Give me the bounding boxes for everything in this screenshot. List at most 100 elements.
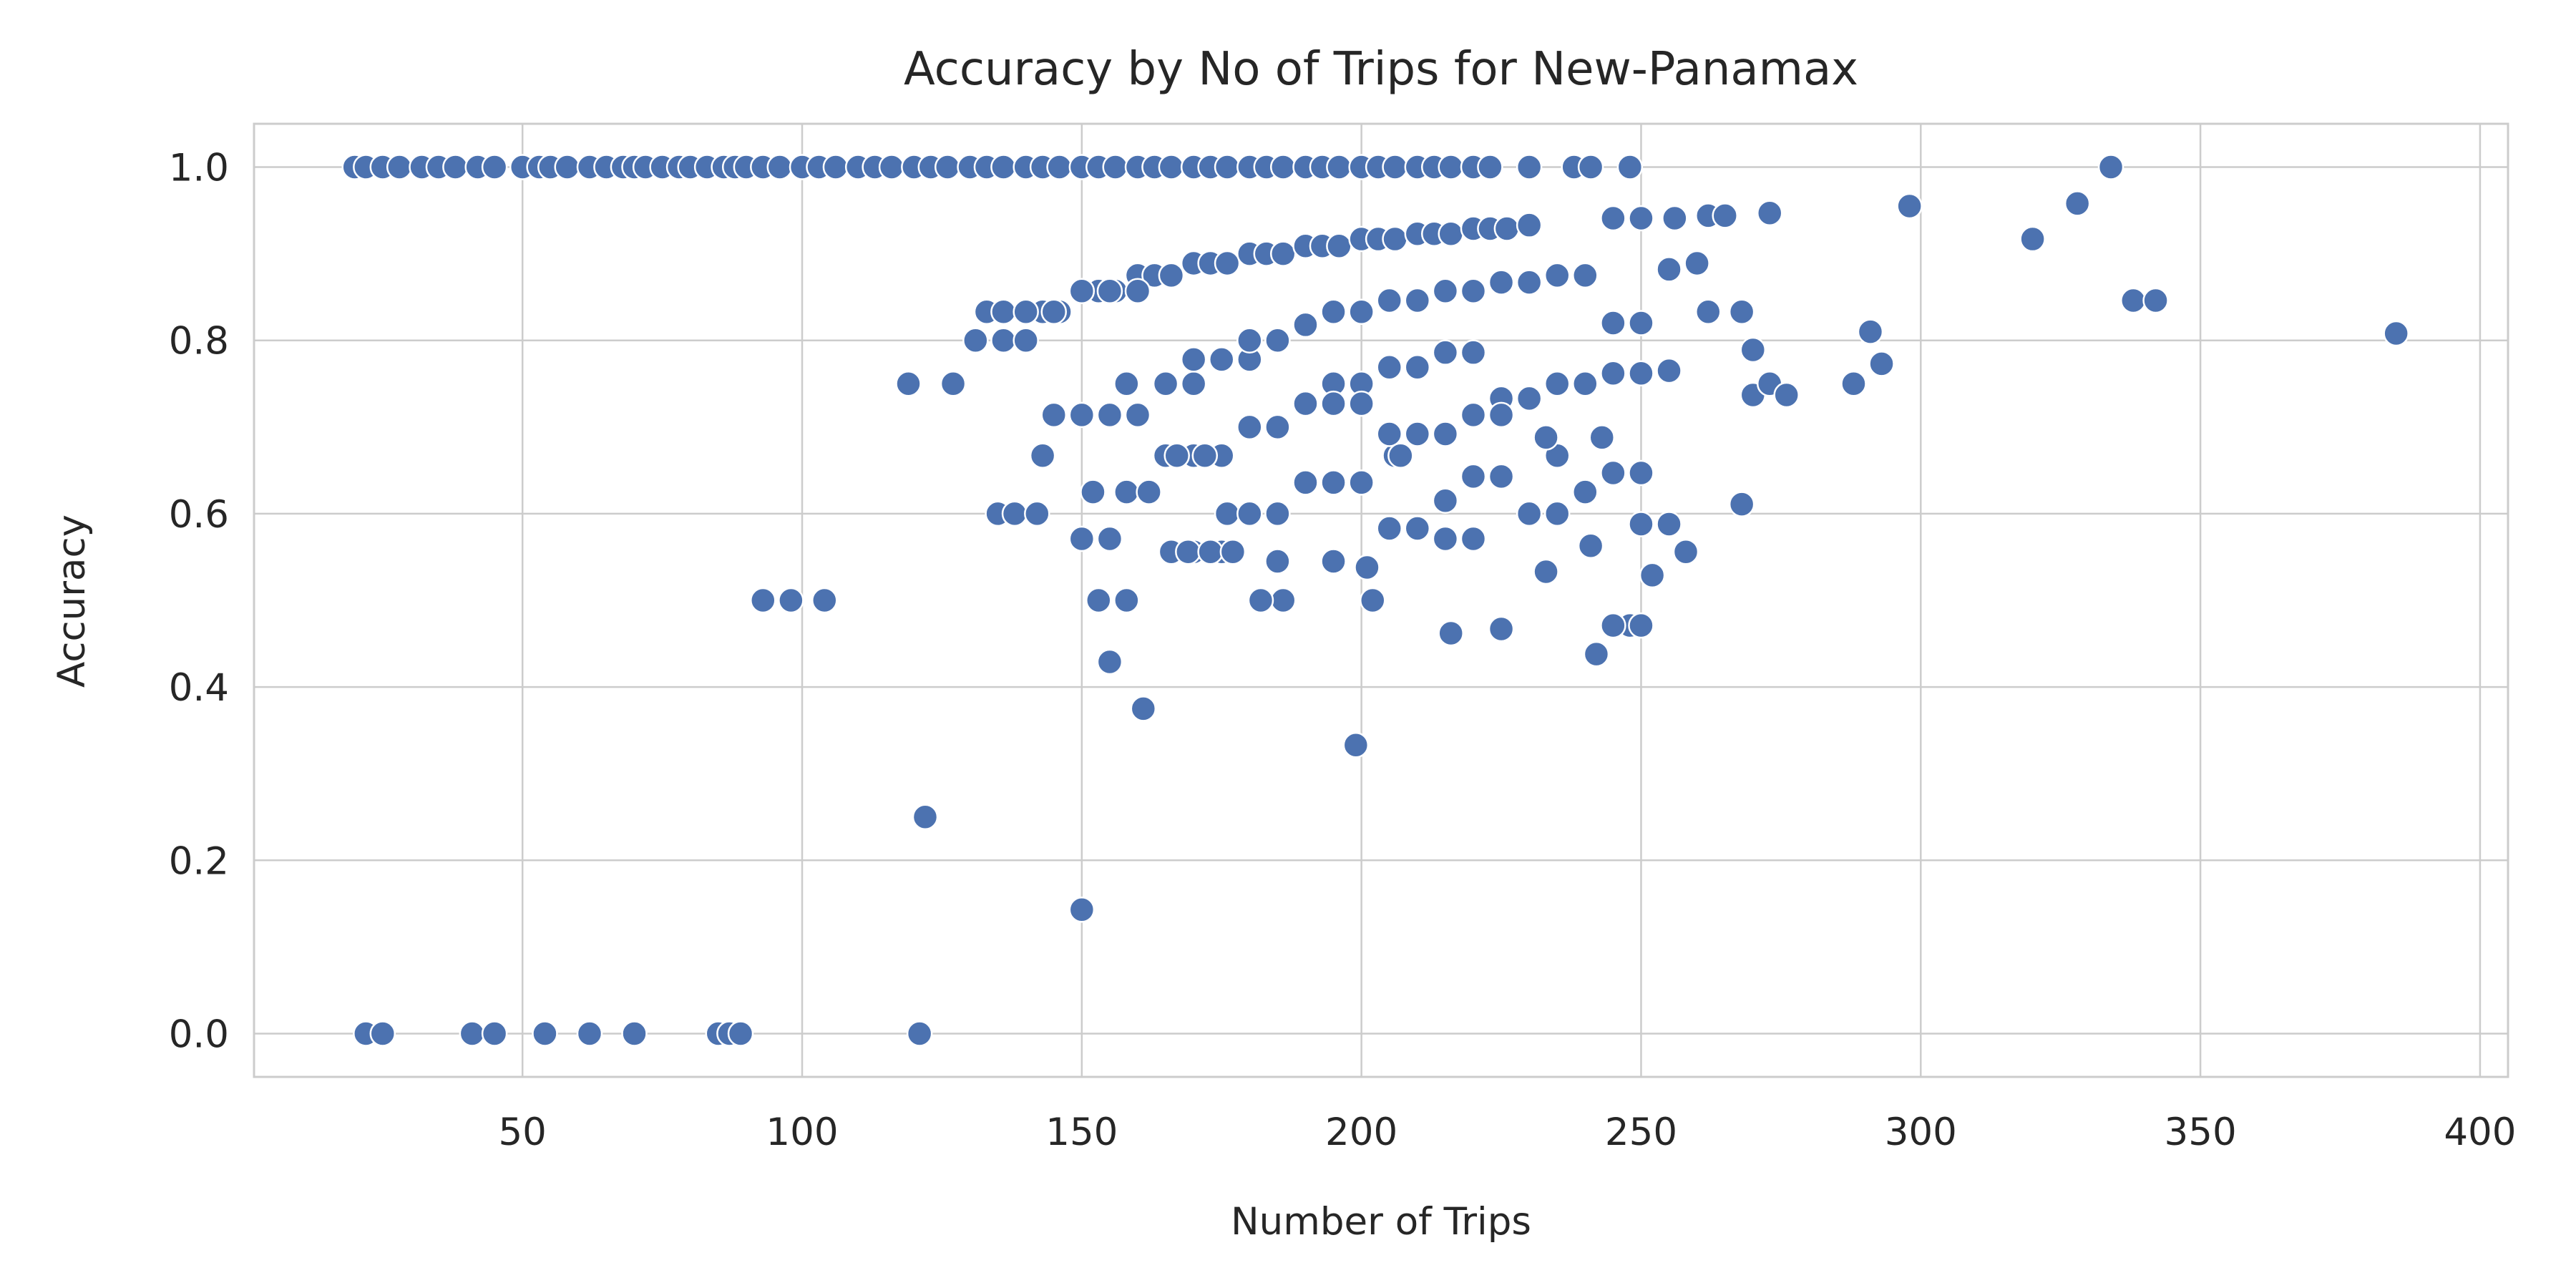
scatter-point (1113, 587, 1140, 614)
scatter-point (1896, 192, 1923, 220)
scatter-point (1404, 515, 1431, 542)
scatter-point (1320, 390, 1347, 417)
scatter-point (481, 1020, 508, 1047)
scatter-point (1672, 538, 1699, 565)
scatter-point (1360, 587, 1386, 614)
scatter-point (766, 154, 793, 180)
scatter-point (1387, 442, 1414, 469)
scatter-point (1348, 390, 1375, 417)
scatter-point (1197, 538, 1224, 565)
scatter-point (895, 371, 922, 397)
scatter-point (1269, 154, 1297, 180)
scatter-point (2142, 287, 2169, 314)
scatter-point (1068, 525, 1096, 552)
scatter-point (1292, 390, 1319, 417)
scatter-point (1438, 154, 1464, 180)
x-tick-label: 350 (2165, 1111, 2237, 1154)
scatter-point (1264, 327, 1291, 353)
x-tick-label: 250 (1605, 1111, 1677, 1154)
scatter-point (1572, 371, 1599, 397)
scatter-point (1354, 554, 1380, 581)
y-tick-label: 0.8 (169, 320, 229, 364)
scatter-point (1662, 205, 1688, 232)
scatter-point (1214, 500, 1241, 527)
scatter-point (1136, 479, 1162, 505)
scatter-point (1432, 487, 1459, 514)
scatter-point (1236, 500, 1263, 527)
scatter-point (1684, 250, 1710, 277)
scatter-point (1432, 278, 1459, 304)
scatter-point (1628, 459, 1654, 487)
scatter-point (1577, 532, 1604, 559)
scatter-point (1113, 479, 1140, 505)
scatter-point (2064, 190, 2091, 217)
scatter-point (1488, 401, 1515, 429)
scatter-point (1600, 360, 1626, 386)
scatter-point (1191, 442, 1219, 469)
scatter-point (1628, 360, 1654, 386)
scatter-point (1113, 371, 1140, 397)
scatter-point (1656, 256, 1682, 283)
scatter-point (1404, 287, 1431, 314)
scatter-point (934, 154, 961, 180)
scatter-point (1219, 538, 1246, 565)
scatter-point (1269, 240, 1297, 267)
scatter-point (1438, 620, 1464, 647)
scatter-point (1320, 469, 1347, 496)
scatter-point (1068, 897, 1096, 923)
scatter-point (1488, 269, 1515, 296)
scatter-point (1493, 215, 1521, 242)
scatter-point (621, 1020, 648, 1047)
scatter-point (1477, 154, 1503, 180)
scatter-point (1628, 205, 1654, 232)
scatter-point (1068, 401, 1096, 429)
scatter-point (1728, 298, 1755, 326)
scatter-point (1857, 318, 1884, 345)
scatter-point (459, 1020, 486, 1047)
scatter-point (1096, 525, 1123, 552)
scatter-point (1543, 262, 1571, 289)
scatter-point (1600, 205, 1626, 232)
scatter-point (1740, 336, 1767, 364)
scatter-point (962, 327, 989, 353)
scatter-point (1488, 463, 1515, 490)
scatter-point (1583, 640, 1610, 668)
scatter-point (1208, 346, 1235, 373)
scatter-point (1382, 154, 1408, 180)
scatter-point (878, 154, 905, 180)
scatter-point (1130, 696, 1157, 722)
scatter-point (1543, 371, 1571, 397)
scatter-point (442, 154, 469, 180)
scatter-point (1432, 525, 1459, 552)
scatter-point (1292, 469, 1319, 496)
scatter-point (1013, 327, 1039, 353)
scatter-point (1572, 479, 1599, 505)
scatter-point (1046, 154, 1073, 180)
scatter-point (576, 1020, 603, 1047)
scatter-point (1533, 424, 1559, 451)
scatter-point (1460, 463, 1487, 490)
scatter-point (1460, 278, 1487, 304)
scatter-point (750, 587, 776, 614)
scatter-point (1152, 371, 1179, 397)
scatter-point (1460, 401, 1487, 429)
x-tick-label: 100 (766, 1111, 838, 1154)
scatter-point (1868, 351, 1895, 377)
scatter-point (1376, 287, 1402, 314)
scatter-point (1543, 500, 1571, 527)
scatter-point (1029, 442, 1056, 469)
scatter-point (1085, 587, 1112, 614)
scatter-point (1163, 442, 1190, 469)
data-points (341, 154, 2409, 1047)
scatter-point (811, 587, 838, 614)
scatter-point (1600, 310, 1626, 336)
y-tick-label: 0.2 (169, 839, 229, 883)
scatter-point (1096, 648, 1123, 675)
scatter-point (1533, 558, 1559, 585)
scatter-point (1348, 469, 1375, 496)
scatter-point (1695, 298, 1722, 326)
scatter-point (1656, 357, 1682, 384)
scatter-point (1432, 339, 1459, 366)
